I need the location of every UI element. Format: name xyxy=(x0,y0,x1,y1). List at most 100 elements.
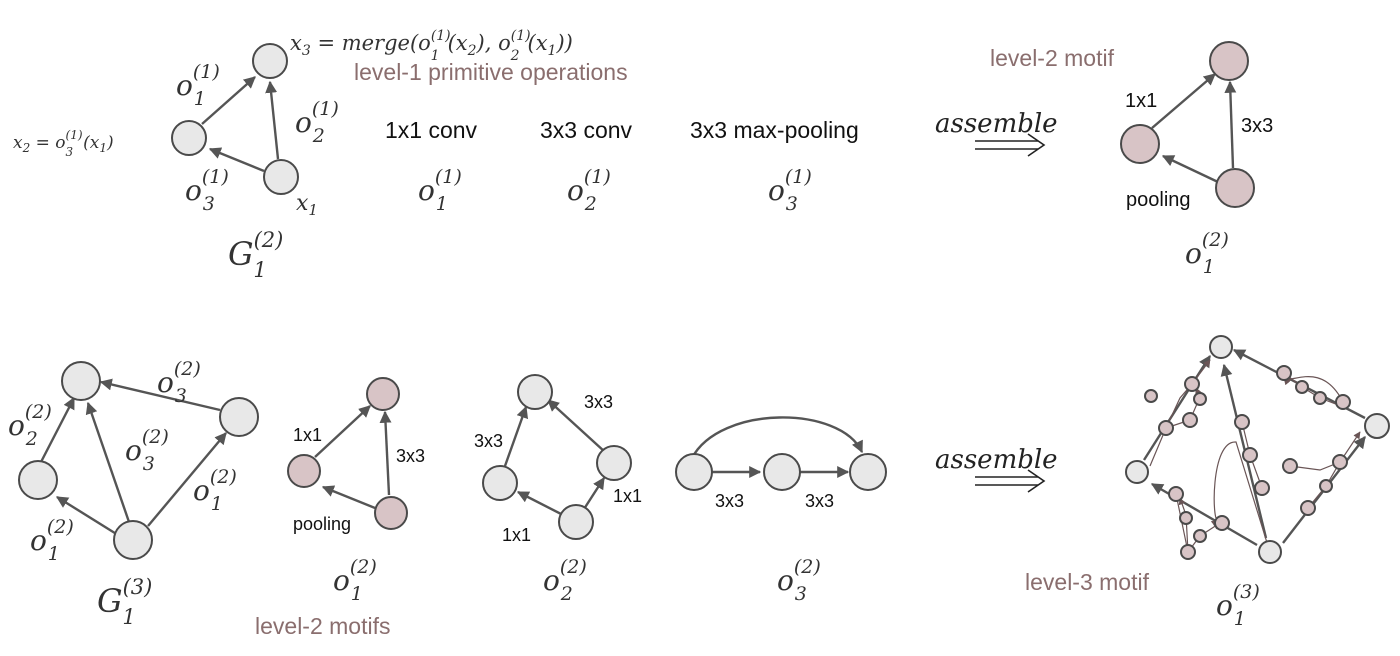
op-label-3x3-conv: 3x3 conv xyxy=(540,117,633,143)
m2-label-1x1-bottom: 1x1 xyxy=(502,525,531,545)
edge-label-o3: o(1) 3 xyxy=(185,166,229,215)
m3-node-3 xyxy=(849,453,887,491)
l3-small-node xyxy=(1332,454,1348,470)
l3-small-node xyxy=(1182,412,1198,428)
m3-edge-skip xyxy=(690,416,864,459)
node-left xyxy=(18,460,58,500)
motif-edge-label-1x1: 1x1 xyxy=(1125,90,1157,112)
l3-node-right xyxy=(1364,413,1390,439)
l3-small-node xyxy=(1300,500,1316,516)
m2-name: o(2) 2 xyxy=(543,556,587,605)
l3-small-node xyxy=(1276,365,1292,381)
m2-node-left xyxy=(482,465,518,501)
l3-small-node xyxy=(1234,414,1250,430)
m2-label-3x3-right: 3x3 xyxy=(584,392,613,412)
m3-label-3x3-b: 3x3 xyxy=(805,491,834,511)
motif-node-bottom xyxy=(1215,168,1255,208)
m2-edge-bl xyxy=(516,490,566,518)
m1-node-bottom xyxy=(374,496,408,530)
m1-label-pooling: pooling xyxy=(293,514,351,534)
op-sym-o3: o(1) 3 xyxy=(768,166,812,215)
l3-small-node xyxy=(1242,447,1258,463)
m1-node-top xyxy=(366,377,400,411)
motif-node-left xyxy=(1120,124,1160,164)
l3-small-node xyxy=(1335,394,1351,410)
merge-equation: x3 = merge(o(1) 1(x2), o(1) 2(x1)) xyxy=(290,28,573,64)
m3-node-1 xyxy=(675,453,713,491)
motif-edge-label-3x3: 3x3 xyxy=(1241,115,1273,137)
edge-label-mid: o(2) 3 xyxy=(125,426,169,475)
edge-label-o2: o(1) 2 xyxy=(295,98,339,147)
l3-small-node xyxy=(1254,480,1270,496)
m2-edge-tl xyxy=(503,405,529,467)
double-arrow-icon-bottom xyxy=(975,469,1046,493)
motif-edge-1x1 xyxy=(1151,73,1216,129)
edge-o1 xyxy=(201,76,256,125)
m2-label-1x1-right: 1x1 xyxy=(613,486,642,506)
l3-small-node xyxy=(1179,511,1193,525)
node-top xyxy=(61,361,101,401)
m3-label-3x3-a: 3x3 xyxy=(715,491,744,511)
edge-bottom xyxy=(55,495,119,537)
level2-motif-top xyxy=(1120,41,1255,208)
l3-small-node xyxy=(1184,376,1200,392)
edge-o2 xyxy=(265,80,280,160)
assemble-label-bottom: assemble xyxy=(935,445,1058,475)
m1-name: o(2) 1 xyxy=(333,556,377,605)
level2-motif-1 xyxy=(287,377,408,530)
level3-motif-label: level-3 motif xyxy=(1025,569,1150,595)
motif-edge-3x3 xyxy=(1224,80,1237,169)
motif-name-o1-2: o(2) 1 xyxy=(1185,229,1229,278)
motif-edge-label-pooling: pooling xyxy=(1126,189,1191,211)
l3-small-node xyxy=(1295,380,1309,394)
edge-label-top: o(2) 3 xyxy=(157,358,201,407)
op-label-3x3-max-pooling: 3x3 max-pooling xyxy=(690,117,859,143)
level2-motif-2 xyxy=(482,374,632,540)
l3-small-node xyxy=(1180,544,1196,560)
m1-node-left xyxy=(287,454,321,488)
node-x2 xyxy=(171,120,207,156)
edge-label-bottom: o(2) 1 xyxy=(30,516,74,565)
m1-label-1x1: 1x1 xyxy=(293,425,322,445)
graph-g1-3 xyxy=(18,361,259,560)
l3-small-node xyxy=(1282,458,1298,474)
edge-o3 xyxy=(208,147,265,173)
l3-node-bottom xyxy=(1258,540,1282,564)
op-label-1x1-conv: 1x1 conv xyxy=(385,117,478,143)
l3-small-node xyxy=(1168,486,1184,502)
m1-label-3x3: 3x3 xyxy=(396,446,425,466)
m2-node-right xyxy=(596,445,632,481)
l3-node-top xyxy=(1209,335,1233,359)
level3-name: o(3) 1 xyxy=(1216,581,1260,630)
graph-name-g1-3: G(3) 1 xyxy=(97,575,152,629)
level2-motif-label: level-2 motif xyxy=(990,45,1115,71)
l3-small-node xyxy=(1158,420,1174,436)
motif-edge-pooling xyxy=(1161,154,1219,184)
node-x1 xyxy=(263,159,299,195)
l3-node-left xyxy=(1125,460,1149,484)
assemble-label-top: assemble xyxy=(935,109,1058,139)
edge-top xyxy=(99,378,221,412)
op-sym-o1: o(1) 1 xyxy=(418,166,462,215)
m1-edge-pooling xyxy=(321,485,376,510)
l3-small-node xyxy=(1313,391,1327,405)
m2-edge-tr xyxy=(547,399,606,453)
level2-motif-3 xyxy=(675,416,887,491)
m2-edge-br xyxy=(582,476,606,510)
l3-edge-main-1 xyxy=(1142,354,1212,461)
op-sym-o2: o(1) 2 xyxy=(567,166,611,215)
level2-motifs-label: level-2 motifs xyxy=(255,613,390,639)
double-arrow-icon-top xyxy=(975,133,1046,157)
edge-label-o1: o(1) 1 xyxy=(176,61,220,110)
node-x3 xyxy=(252,43,288,79)
edge-mid xyxy=(85,401,131,523)
node-bottom xyxy=(113,520,153,560)
level1-label: level-1 primitive operations xyxy=(354,59,628,85)
primitive-ops: 1x1 conv 3x3 conv 3x3 max-pooling o(1) 1 … xyxy=(385,117,859,215)
node-right xyxy=(219,397,259,437)
node-label-x1: x1 xyxy=(296,191,318,219)
edge-label-right: o(2) 1 xyxy=(193,466,237,515)
l3-small-node xyxy=(1193,392,1207,406)
x2-equation: x2 = o(1) 3 (x1) xyxy=(13,128,114,159)
m3-node-2 xyxy=(763,453,801,491)
